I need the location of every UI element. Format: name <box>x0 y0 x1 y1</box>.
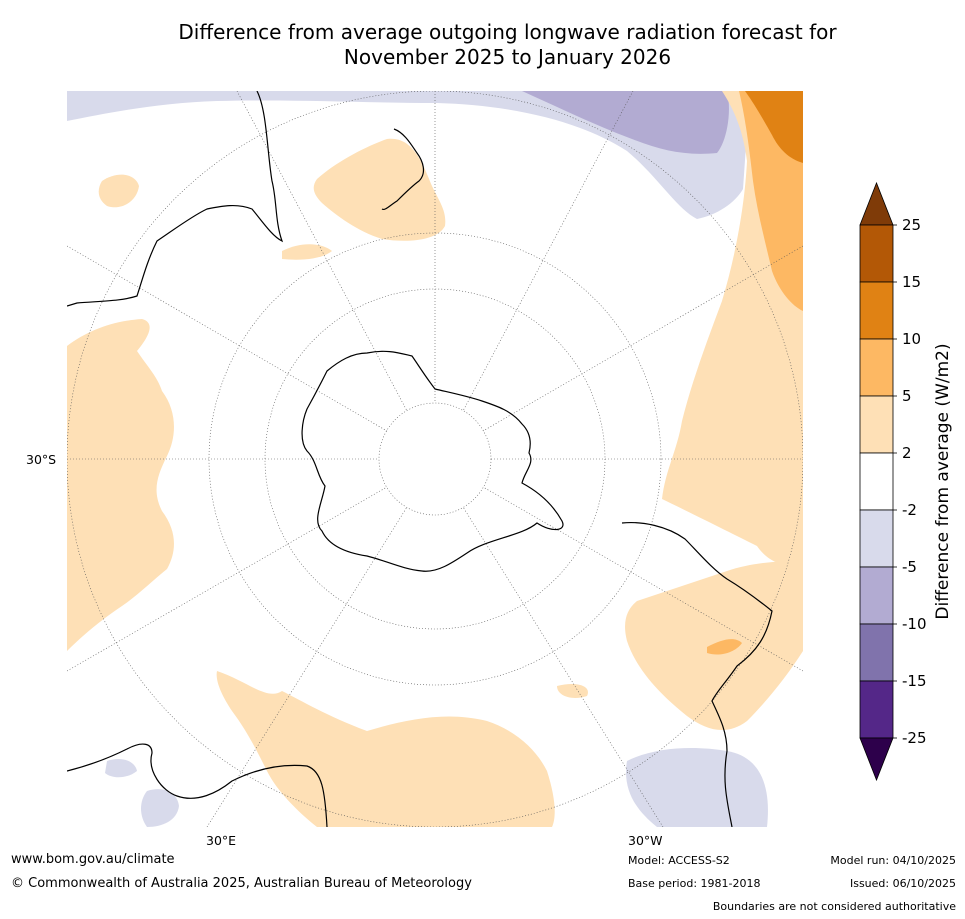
colorbar-tick-label: -10 <box>902 615 927 633</box>
colorbar-bin <box>859 509 894 568</box>
anomaly-region-negative-bottom-left <box>105 759 137 778</box>
new-zealand-coastline <box>381 128 425 211</box>
colorbar-bin <box>859 224 894 283</box>
colorbar-extend-min <box>859 737 894 782</box>
australia-coastline <box>67 91 284 307</box>
meridian-150e <box>236 91 408 412</box>
colorbar-tick-label: -25 <box>902 729 927 747</box>
colorbar-tick-label: 2 <box>902 444 912 462</box>
footer-issued: Issued: 06/10/2025 <box>849 877 956 890</box>
south-america-coastline <box>621 521 773 827</box>
colorbar-tick-label: 15 <box>902 273 921 291</box>
graticule <box>67 91 803 827</box>
colorbar-bin <box>859 623 894 682</box>
colorbar-bin <box>859 281 894 340</box>
colorbar: 25 15 10 5 2 -2 -5 -10 -15 -25 Difference from ave… <box>859 181 953 782</box>
colorbar-tick-label: -5 <box>902 558 917 576</box>
label-30e: 30°E <box>206 833 237 848</box>
colorbar-bin <box>859 452 894 511</box>
africa-coastline <box>67 743 328 827</box>
colorbar-bin <box>859 680 894 739</box>
colorbar-tick-label: -2 <box>902 501 917 519</box>
title-line-1: Difference from average outgoing longwav… <box>178 20 837 44</box>
footer-copyright: © Commonwealth of Australia 2025, Austra… <box>11 876 472 891</box>
anomaly-region-negative-bottom-right <box>626 748 768 827</box>
anomaly-region-positive-nz <box>313 138 446 241</box>
anomaly-shading <box>67 91 803 827</box>
map-title: Difference from average outgoing longwav… <box>100 20 915 70</box>
colorbar-bin <box>859 338 894 397</box>
colorbar-tick-label: 10 <box>902 330 921 348</box>
footer-model: Model: ACCESS-S2 <box>628 854 730 867</box>
anomaly-region-negative-top <box>67 91 747 219</box>
anomaly-region-positive-small-2 <box>282 244 332 260</box>
latitude-circle-60s <box>208 232 662 686</box>
anomaly-region-positive-small-1 <box>98 174 139 208</box>
polar-map <box>67 91 803 827</box>
colorbar-tick-label: 25 <box>902 216 921 234</box>
footer-base-period: Base period: 1981-2018 <box>628 877 761 890</box>
label-30s: 30°S <box>26 452 57 467</box>
colorbar-bin <box>859 566 894 625</box>
colorbar-tick-label: 5 <box>902 387 912 405</box>
anomaly-region-positive-left <box>67 319 174 651</box>
footer-model-run: Model run: 04/10/2025 <box>830 854 956 867</box>
colorbar-tick-label: -15 <box>902 672 927 690</box>
antarctica-coastline <box>301 350 564 572</box>
colorbar-label: Difference from average (W/m2) <box>933 343 953 619</box>
anomaly-region-positive-bottom <box>216 671 555 827</box>
coastlines <box>67 91 773 827</box>
anomaly-region-negative-bottom-left-2 <box>141 789 179 827</box>
title-line-2: November 2025 to January 2026 <box>343 45 672 69</box>
anomaly-region-positive-10-15 <box>745 91 803 163</box>
colorbar-extend-max <box>859 181 894 226</box>
meridian-150w <box>462 91 634 412</box>
label-30w: 30°W <box>628 833 663 848</box>
footer-website: www.bom.gov.au/climate <box>11 852 175 867</box>
footer-disclaimer: Boundaries are not considered authoritat… <box>712 900 956 913</box>
colorbar-bin <box>859 395 894 454</box>
anomaly-region-negative-mid <box>522 91 729 154</box>
anomaly-region-positive-5-10-sa <box>707 639 742 655</box>
